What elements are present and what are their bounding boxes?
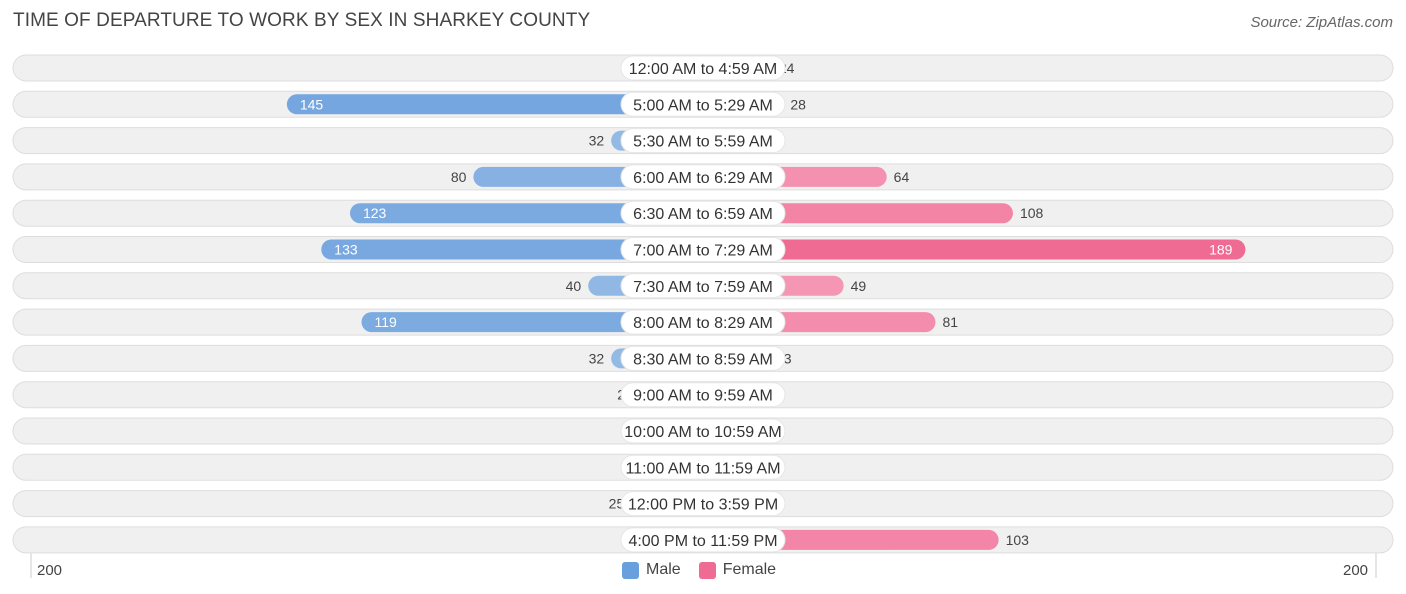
category-label: 12:00 AM to 4:59 AM	[629, 61, 778, 78]
source-label: Source: ZipAtlas.com	[1250, 14, 1393, 31]
axis-label-right: 200	[1343, 562, 1369, 579]
data-label-female: 189	[1209, 242, 1233, 258]
data-label-male: 123	[363, 205, 387, 221]
data-label-female: 81	[942, 314, 958, 330]
legend: Male Female	[622, 561, 794, 579]
data-label-female: 28	[790, 96, 806, 112]
category-label-bg	[620, 418, 786, 444]
category-label-bg	[620, 55, 786, 81]
category-label: 4:00 PM to 11:59 PM	[628, 533, 777, 550]
category-label: 6:00 AM to 6:29 AM	[633, 170, 773, 187]
category-label-bg	[620, 382, 786, 408]
category-label-bg	[620, 200, 786, 226]
bar-male	[361, 312, 703, 333]
chart-title: TIME OF DEPARTURE TO WORK BY SEX IN SHAR…	[13, 10, 591, 31]
axis-label-left: 200	[37, 562, 63, 579]
legend-swatch-male	[622, 561, 639, 579]
data-label-female: 49	[851, 278, 867, 294]
legend-swatch-female	[698, 561, 716, 579]
data-label-female: 103	[1006, 532, 1030, 548]
category-label-bg	[620, 237, 786, 262]
legend-label-male: Male	[646, 561, 681, 578]
category-label: 9:00 AM to 9:59 AM	[633, 388, 773, 405]
category-label: 5:30 AM to 5:59 AM	[633, 134, 773, 151]
category-label-bg	[620, 527, 786, 553]
category-label-bg	[620, 273, 786, 299]
bar-female	[703, 239, 1246, 260]
data-label-male: 25	[609, 496, 625, 512]
legend-item-female: Female	[698, 561, 777, 579]
category-label: 5:00 AM to 5:29 AM	[633, 97, 773, 114]
category-label: 7:00 AM to 7:29 AM	[633, 243, 773, 260]
category-label: 7:30 AM to 7:59 AM	[633, 279, 773, 296]
data-label-male: 40	[566, 278, 582, 294]
category-label: 12:00 PM to 3:59 PM	[628, 497, 778, 514]
bar-male	[321, 239, 703, 260]
category-label: 8:30 AM to 8:59 AM	[633, 351, 773, 368]
category-label-bg	[620, 91, 786, 117]
category-label-bg	[620, 345, 786, 371]
category-label: 11:00 AM to 11:59 AM	[625, 460, 780, 477]
category-label-bg	[620, 454, 786, 480]
category-label: 8:00 AM to 8:29 AM	[633, 315, 773, 332]
data-label-female: 64	[894, 169, 910, 185]
data-label-male: 119	[374, 314, 397, 330]
data-label-male: 133	[334, 242, 358, 258]
legend-label-female: Female	[722, 561, 777, 578]
data-label-female: 108	[1020, 205, 1044, 221]
category-label-bg	[620, 128, 786, 154]
category-label-bg	[620, 164, 786, 190]
category-label: 6:30 AM to 6:59 AM	[633, 206, 773, 223]
legend-item-male: Male	[622, 561, 681, 579]
bar-male	[286, 94, 703, 115]
category-label: 10:00 AM to 10:59 AM	[624, 424, 781, 441]
data-label-male: 32	[589, 133, 605, 149]
category-label-bg	[620, 309, 786, 335]
data-label-male: 80	[451, 169, 467, 185]
data-label-male: 145	[300, 96, 324, 112]
bar-male	[349, 203, 703, 224]
data-label-male: 32	[589, 350, 605, 366]
category-label-bg	[620, 491, 786, 517]
